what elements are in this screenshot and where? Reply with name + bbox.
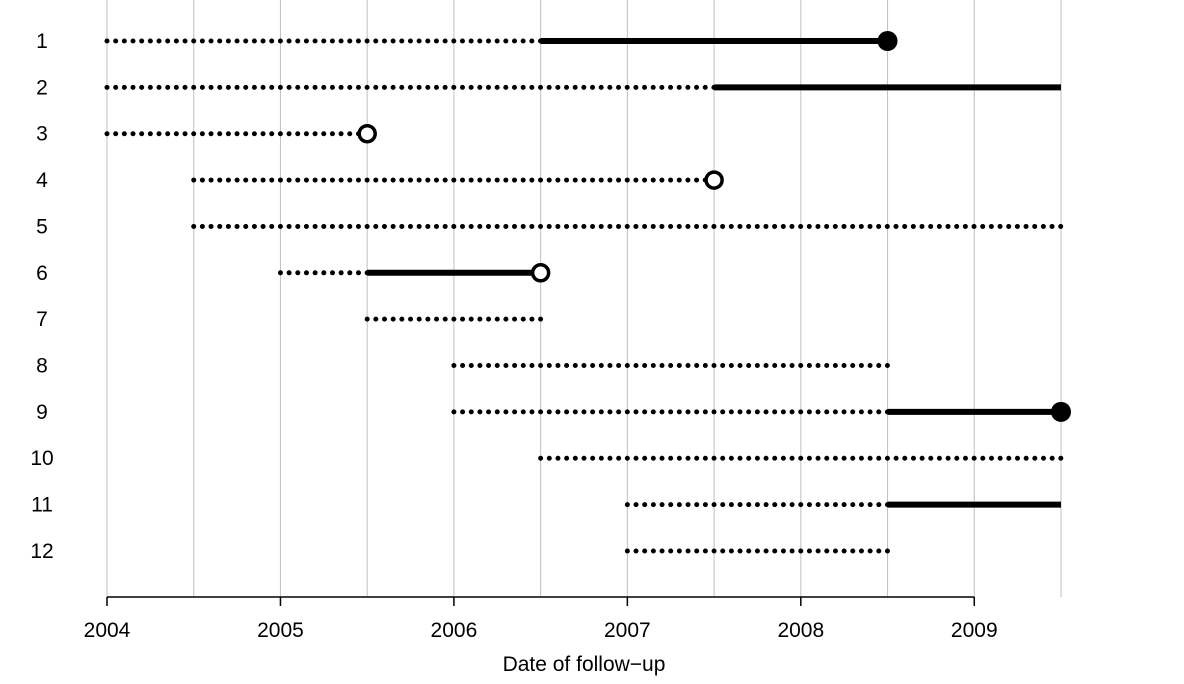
row-label: 2 — [36, 76, 48, 99]
x-axis: 2004 2005 2006 2007 2008 2009 — [84, 596, 998, 642]
grid-lines — [106, 0, 1062, 597]
row-label: 6 — [36, 262, 48, 285]
row-label: 1 — [36, 30, 48, 53]
row-label: 3 — [36, 123, 48, 146]
x-tick-label: 2007 — [604, 619, 651, 642]
x-tick-label: 2005 — [257, 619, 304, 642]
row-label: 10 — [30, 447, 53, 470]
row-label: 8 — [36, 355, 48, 378]
row-label: 7 — [36, 308, 48, 331]
x-tick-label: 2009 — [951, 619, 998, 642]
x-tick-label: 2004 — [84, 619, 131, 642]
row-label: 12 — [30, 540, 53, 563]
x-tick-label: 2006 — [431, 619, 478, 642]
row-label: 9 — [36, 401, 48, 424]
row-label: 4 — [36, 169, 48, 192]
x-tick-label: 2008 — [777, 619, 824, 642]
open-end-marker — [357, 123, 377, 144]
subject-rows — [104, 31, 1071, 554]
open-end-marker — [530, 263, 551, 283]
filled-end-marker — [877, 31, 898, 51]
open-end-marker — [704, 170, 724, 190]
row-label: 11 — [31, 494, 53, 517]
filled-end-marker — [1051, 401, 1071, 422]
x-axis-title: Date of follow−up — [503, 653, 666, 676]
row-label: 5 — [36, 215, 48, 238]
